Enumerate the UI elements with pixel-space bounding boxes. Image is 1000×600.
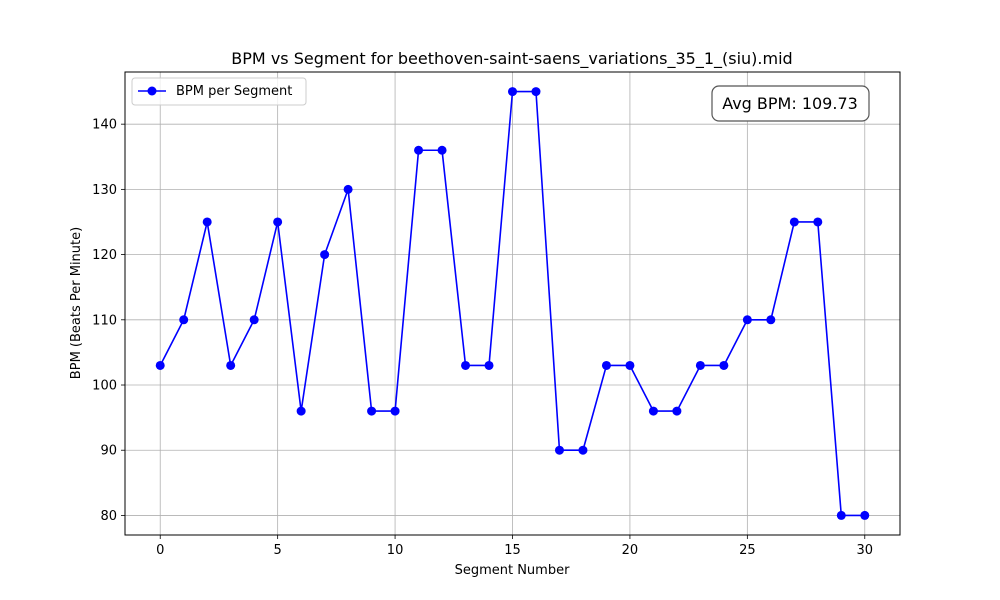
data-point [249, 315, 259, 325]
avg-bpm-text: Avg BPM: 109.73 [722, 94, 858, 113]
data-point [367, 406, 377, 416]
series-layer [155, 87, 870, 520]
data-point [836, 510, 846, 520]
legend-box [131, 77, 307, 106]
data-point [296, 406, 306, 416]
data-point [320, 250, 330, 260]
chart-title: BPM vs Segment for beethoven-saint-saens… [231, 49, 792, 69]
x-tick-label: 15 [504, 543, 521, 558]
avg-bpm-box [711, 85, 870, 122]
x-tick-label: 5 [274, 543, 282, 558]
y-tick-label: 110 [92, 313, 117, 328]
data-point [860, 510, 870, 520]
data-point [554, 445, 564, 455]
y-tick-label: 90 [100, 444, 117, 459]
data-point [414, 145, 424, 155]
data-point [601, 360, 611, 370]
avg-bpm-annotation: Avg BPM: 109.73 [711, 85, 870, 122]
y-tick-label: 140 [92, 118, 117, 133]
data-point [813, 217, 823, 227]
x-tick-label: 30 [856, 543, 873, 558]
legend-marker-swatch [147, 86, 157, 96]
y-axis-label: BPM (Beats Per Minute) [69, 227, 84, 379]
data-point [179, 315, 189, 325]
data-point [273, 217, 283, 227]
data-point [742, 315, 752, 325]
data-point [437, 145, 447, 155]
x-axis-label: Segment Number [455, 563, 571, 578]
x-tick-label: 20 [622, 543, 639, 558]
data-point [202, 217, 212, 227]
data-point [695, 360, 705, 370]
data-point [531, 87, 541, 97]
data-point [155, 360, 165, 370]
axis-ticks: 0 5 10 15 20 25 30 80 90 100 110 120 130 140 [92, 118, 873, 558]
data-point [625, 360, 635, 370]
grid-lines [125, 72, 900, 535]
y-tick-label: 80 [100, 509, 117, 524]
data-point [484, 360, 494, 370]
data-point [648, 406, 658, 416]
data-point [343, 184, 353, 194]
x-tick-label: 25 [739, 543, 756, 558]
legend-entry-bpm-per-segment: BPM per Segment [176, 84, 292, 99]
legend: BPM per Segment [131, 77, 307, 106]
x-tick-label: 0 [156, 543, 164, 558]
data-point [672, 406, 682, 416]
x-tick-label: 10 [387, 543, 404, 558]
data-point [766, 315, 776, 325]
data-point [461, 360, 471, 370]
y-tick-label: 100 [92, 379, 117, 394]
data-point [226, 360, 236, 370]
data-point [719, 360, 729, 370]
data-point [508, 87, 517, 97]
data-point [390, 406, 400, 416]
y-tick-label: 130 [92, 183, 117, 198]
data-point [789, 217, 799, 227]
y-tick-label: 120 [92, 248, 117, 263]
data-point [578, 445, 588, 455]
